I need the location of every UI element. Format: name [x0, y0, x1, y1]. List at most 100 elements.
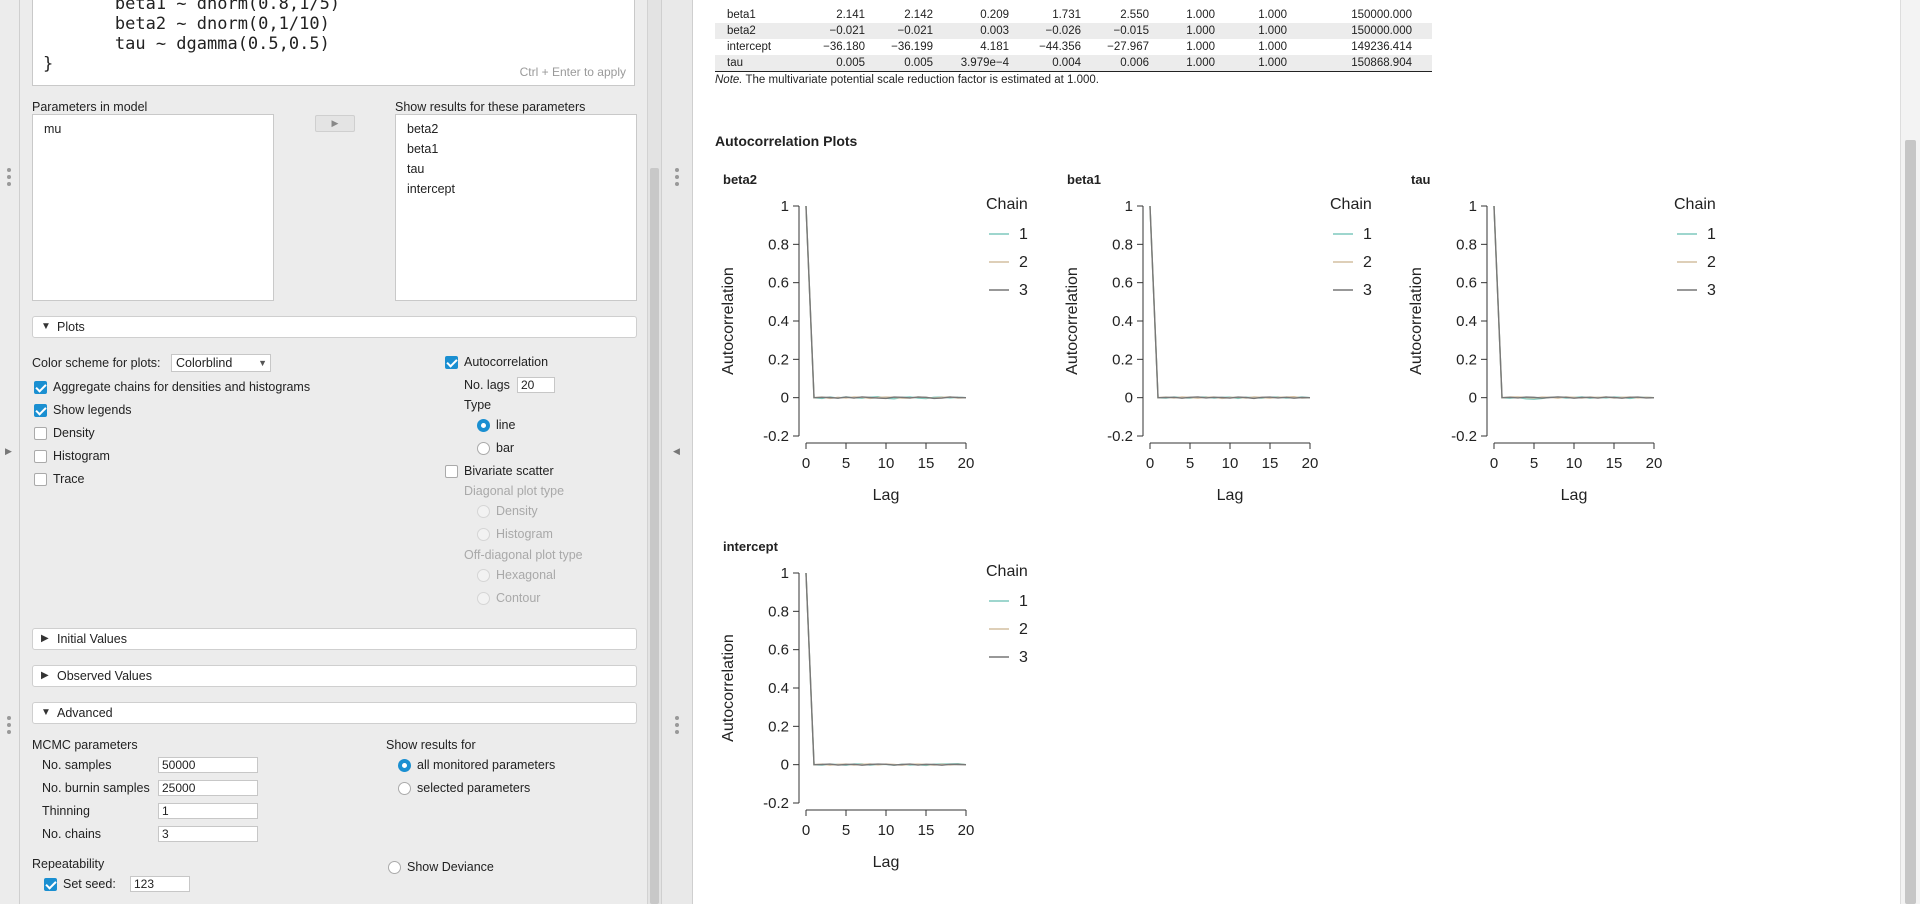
type-bar-radio[interactable]: [477, 442, 490, 455]
series-line-chain-1: [1493, 205, 1655, 400]
all-monitored-radio[interactable]: [398, 759, 411, 772]
note-prefix: Note.: [715, 74, 743, 86]
autocorrelation-label: Autocorrelation: [464, 355, 549, 369]
show-legends-checkbox[interactable]: [34, 404, 47, 417]
select-value: Colorblind: [176, 356, 233, 370]
type-line-radio[interactable]: [477, 419, 490, 432]
list-item[interactable]: intercept: [407, 182, 455, 196]
table-cell: −27.967: [1107, 41, 1149, 53]
y-tick-label: 0.8: [1112, 236, 1133, 253]
table-cell: 1.000: [1258, 41, 1287, 53]
table-cell: 0.006: [1120, 57, 1149, 69]
legend-label: 2: [1019, 621, 1028, 638]
row-label: beta2: [727, 25, 756, 37]
move-right-button[interactable]: ▶: [315, 115, 355, 132]
y-tick-label: -0.2: [763, 428, 789, 445]
parameters-in-model-label: Parameters in model: [32, 100, 148, 114]
autocorrelation-checkbox[interactable]: [445, 356, 458, 369]
legend-label: 1: [1707, 226, 1716, 243]
type-label: Type: [464, 398, 492, 412]
list-item[interactable]: beta1: [407, 142, 439, 156]
table-row: intercept −36.180 −36.199 4.181 −44.356 −27.9…: [715, 39, 1432, 55]
y-tick-label: 0.8: [768, 236, 789, 253]
density-checkbox[interactable]: [34, 427, 47, 440]
plots-section-header[interactable]: ▼ Plots: [32, 316, 637, 338]
advanced-section-header[interactable]: ▼ Advanced: [32, 702, 637, 724]
section-title: Plots: [57, 320, 85, 334]
list-item[interactable]: beta2: [407, 122, 439, 136]
show-results-list[interactable]: beta2 beta1 tau intercept: [395, 114, 637, 301]
no-lags-input[interactable]: 20: [517, 377, 555, 393]
triangle-right-icon: ▶: [41, 633, 49, 644]
diag-histogram-radio[interactable]: [477, 528, 490, 541]
aggregate-checkbox[interactable]: [34, 381, 47, 394]
drag-handle-icon[interactable]: [675, 168, 681, 189]
histogram-checkbox[interactable]: [34, 450, 47, 463]
table-cell: −36.180: [823, 41, 865, 53]
legend-title: Chain: [986, 196, 1028, 213]
y-tick-label: 1: [781, 198, 789, 215]
seed-input[interactable]: 123: [130, 876, 190, 892]
show-deviance-checkbox[interactable]: [388, 861, 401, 874]
parameters-in-model-list[interactable]: mu: [32, 114, 274, 301]
table-cell: −0.021: [897, 25, 934, 37]
legend-label: 3: [1363, 282, 1372, 299]
autocorrelation-chart: beta1 1 0.8 0.6 0.4 0.2 0 -0.2 0 5 10 15 20 Lag Autoco…: [1064, 172, 1372, 504]
table-cell: 1.000: [1186, 25, 1215, 37]
left-gutter: ▶: [0, 0, 20, 904]
offdiag-hexagonal-radio[interactable]: [477, 569, 490, 582]
drag-handle-icon[interactable]: [7, 168, 13, 189]
legend-label: 2: [1707, 254, 1716, 271]
initial-values-section-header[interactable]: ▶ Initial Values: [32, 628, 637, 650]
x-tick-label: 0: [1146, 455, 1154, 472]
x-tick-label: 10: [878, 822, 895, 839]
selected-parameters-label: selected parameters: [417, 781, 531, 795]
repeatability-label: Repeatability: [32, 857, 105, 871]
list-item[interactable]: mu: [44, 122, 62, 136]
diag-density-radio[interactable]: [477, 505, 490, 518]
observed-values-section-header[interactable]: ▶ Observed Values: [32, 665, 637, 687]
show-results-label: Show results for these parameters: [395, 100, 586, 114]
results-scrollbar[interactable]: [1900, 0, 1920, 904]
diag-histogram-label: Histogram: [496, 527, 553, 541]
burnin-label: No. burnin samples: [42, 781, 150, 795]
x-axis-label: Lag: [1561, 487, 1588, 504]
trace-checkbox[interactable]: [34, 473, 47, 486]
chains-input[interactable]: 3: [158, 826, 258, 842]
legend-label: 3: [1019, 282, 1028, 299]
thinning-label: Thinning: [42, 804, 90, 818]
color-scheme-select[interactable]: Colorblind ▼: [171, 354, 271, 372]
y-tick-label: 0.2: [768, 718, 789, 735]
table-cell: 0.005: [836, 57, 865, 69]
series-line-chain-3: [805, 205, 967, 400]
burnin-input[interactable]: 25000: [158, 780, 258, 796]
chevron-down-icon: ▼: [258, 358, 267, 368]
collapse-left-icon[interactable]: ◀: [673, 446, 680, 456]
series-line-chain-2: [1149, 205, 1311, 400]
model-code-editor[interactable]: beta1 ~ dnorm(0.8,1/5) beta2 ~ dnorm(0,1…: [32, 0, 635, 86]
drag-handle-icon[interactable]: [7, 716, 13, 737]
samples-input[interactable]: 50000: [158, 757, 258, 773]
table-note: Note. The multivariate potential scale r…: [715, 74, 1432, 86]
offdiag-contour-radio[interactable]: [477, 592, 490, 605]
y-tick-label: 0: [1469, 390, 1477, 407]
section-title: Initial Values: [57, 632, 127, 646]
show-results-for-label: Show results for: [386, 738, 476, 752]
offdiag-plot-type-label: Off-diagonal plot type: [464, 548, 583, 562]
thinning-input[interactable]: 1: [158, 803, 258, 819]
bivariate-checkbox[interactable]: [445, 465, 458, 478]
y-tick-label: 0: [781, 390, 789, 407]
x-tick-label: 5: [1530, 455, 1538, 472]
list-item[interactable]: tau: [407, 162, 425, 176]
set-seed-checkbox[interactable]: [44, 878, 57, 891]
scrollbar-thumb[interactable]: [1905, 140, 1916, 904]
table-row: beta1 2.141 2.142 0.209 1.731 2.550 1.000 1.000…: [715, 7, 1432, 23]
drag-handle-icon[interactable]: [675, 716, 681, 737]
expand-left-icon[interactable]: ▶: [5, 446, 12, 456]
scrollbar-thumb[interactable]: [650, 168, 659, 904]
options-scrollbar[interactable]: [647, 0, 661, 904]
autocorrelation-chart: tau 1 0.8 0.6 0.4 0.2 0 -0.2 0 5 10 15 20 Lag Autocorr…: [1408, 172, 1716, 504]
y-tick-label: 1: [1469, 198, 1477, 215]
series-line-chain-1: [1149, 205, 1311, 400]
selected-parameters-radio[interactable]: [398, 782, 411, 795]
